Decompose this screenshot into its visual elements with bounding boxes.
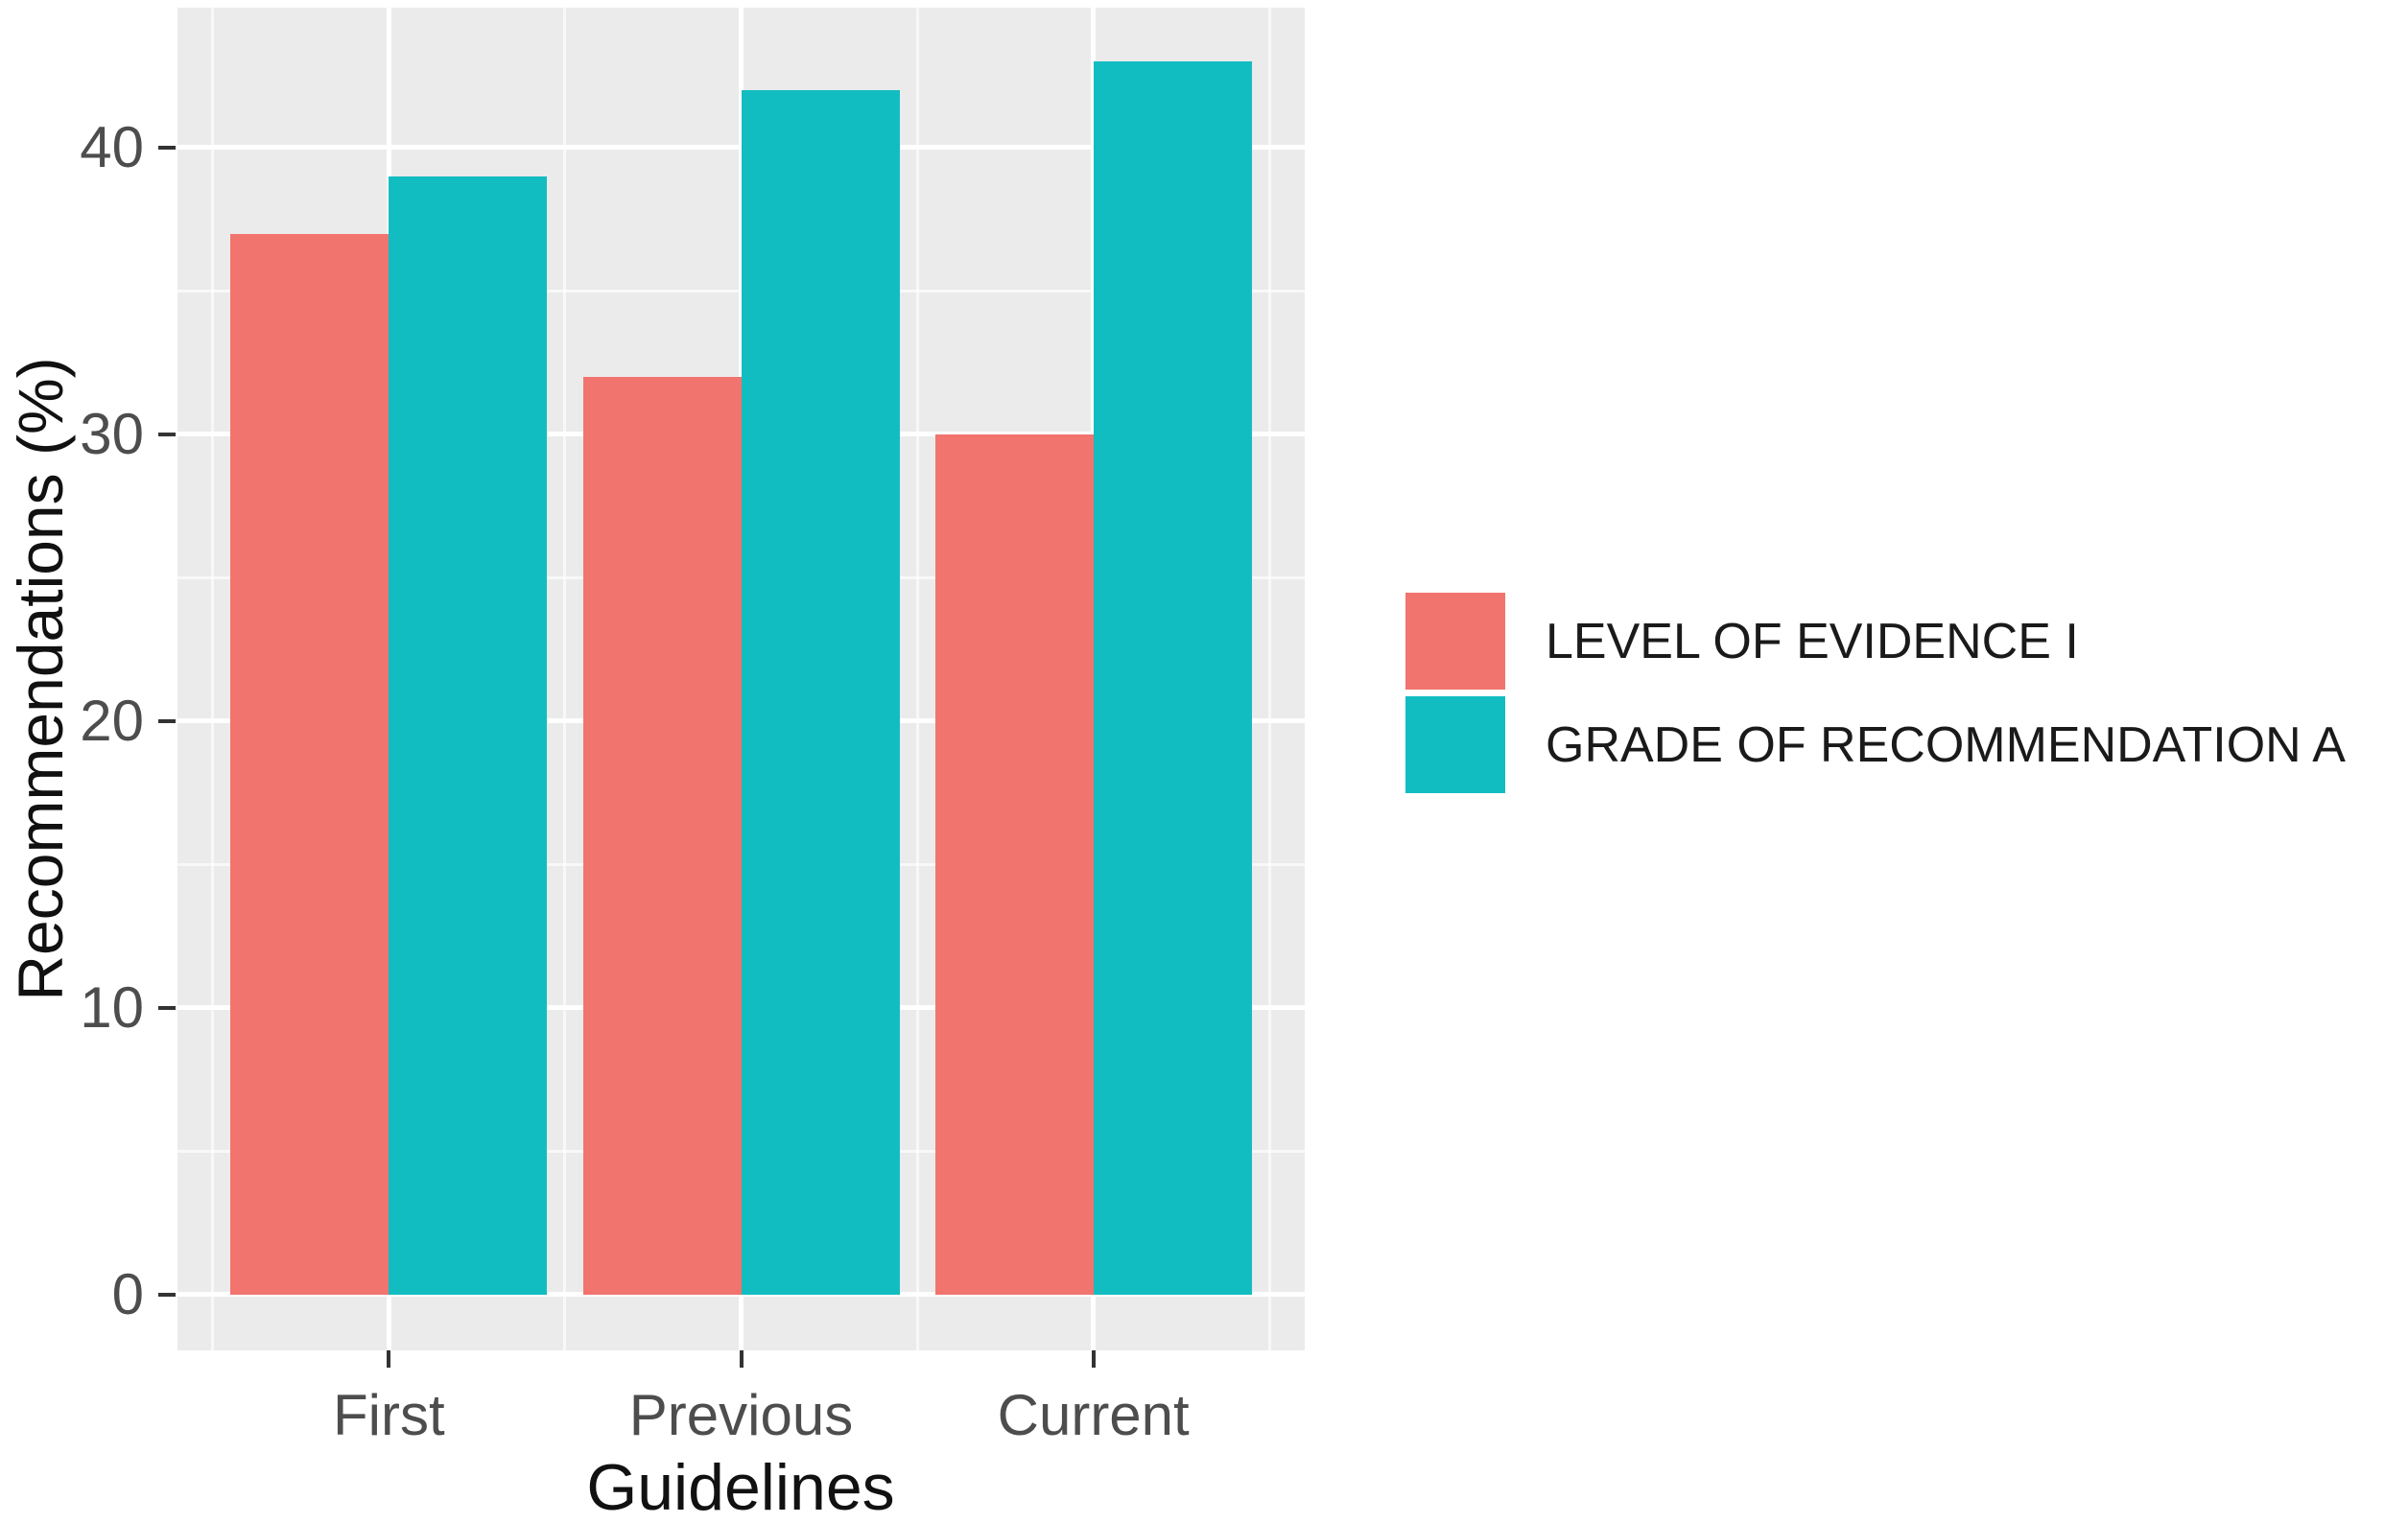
gridline-major-horizontal [177,1292,1305,1298]
bar-previous-series0 [582,377,742,1295]
legend: LEVEL OF EVIDENCE I GRADE OF RECOMMENDATI… [1405,593,2346,793]
legend-swatch-series0 [1405,593,1505,690]
y-tick-mark [158,1005,176,1010]
gridline-minor-vertical [563,8,567,1350]
y-tick-mark [158,145,176,150]
legend-item: GRADE OF RECOMMENDATION A [1405,696,2346,793]
gridline-minor-vertical [1267,8,1271,1350]
y-tick-label: 20 [80,688,144,753]
x-tick-mark [387,1350,391,1368]
y-tick-label: 40 [80,114,144,179]
legend-label-series0: LEVEL OF EVIDENCE I [1546,613,2079,669]
y-tick-mark [158,1292,176,1297]
y-tick-mark [158,432,176,436]
legend-label-series1: GRADE OF RECOMMENDATION A [1546,716,2346,773]
x-tick-mark [739,1350,744,1368]
gridline-minor-vertical [915,8,919,1350]
plot-panel [177,8,1305,1350]
x-tick-label-previous: Previous [628,1383,854,1447]
y-tick-label: 30 [80,401,144,466]
bar-first-series1 [389,176,548,1295]
y-axis-title: Recommendations (%) [5,357,76,1001]
bar-current-series0 [934,433,1094,1295]
legend-swatch-series1 [1405,696,1505,793]
y-tick-label: 0 [111,1261,144,1326]
y-tick-label: 10 [80,974,144,1040]
x-tick-label-first: First [332,1383,445,1447]
bar-first-series0 [230,233,390,1295]
bar-previous-series1 [741,90,900,1295]
x-tick-mark [1091,1350,1096,1368]
x-axis-title: Guidelines [586,1451,895,1523]
y-tick-mark [158,718,176,723]
legend-item: LEVEL OF EVIDENCE I [1405,593,2346,690]
gridline-minor-vertical [211,8,215,1350]
bar-current-series1 [1093,61,1252,1295]
x-tick-label-current: Current [997,1383,1190,1447]
